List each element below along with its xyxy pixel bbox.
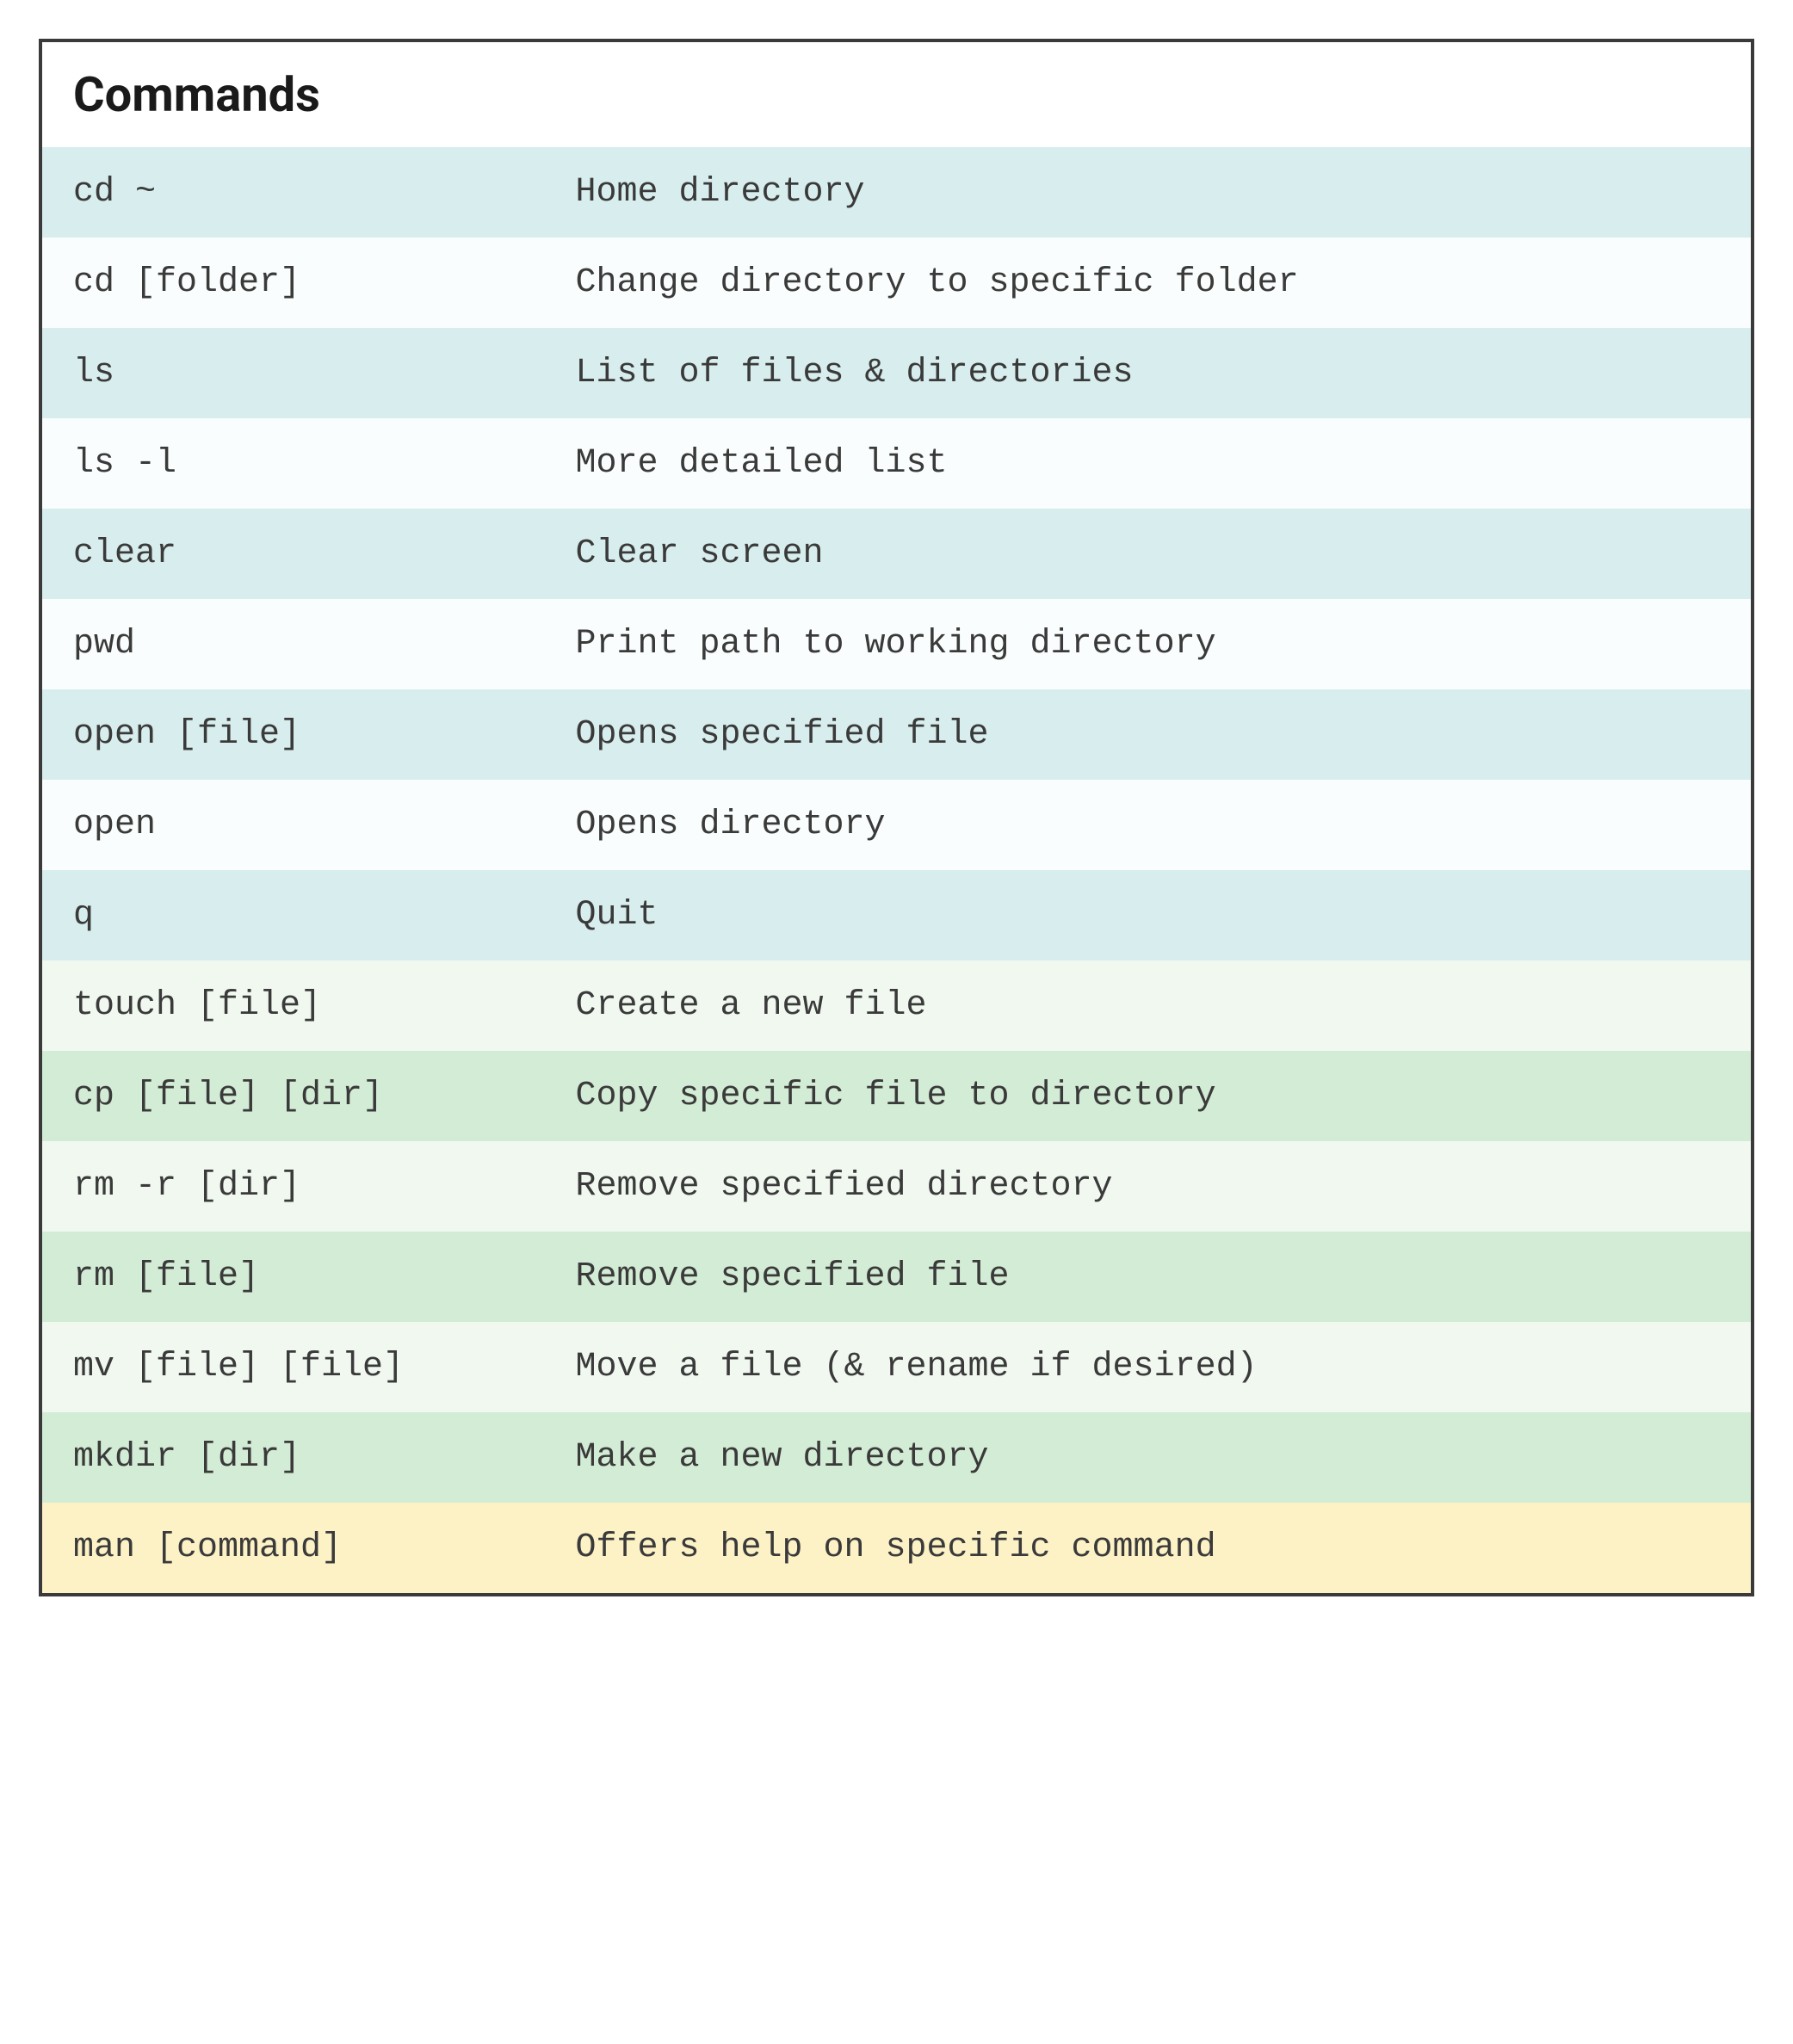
commands-table: Commands cd ~ Home directory cd [folder]… xyxy=(39,39,1754,1596)
description-cell: Remove specified directory xyxy=(575,1167,1720,1206)
command-cell: mv [file] [file] xyxy=(73,1348,575,1386)
table-row: pwd Print path to working directory xyxy=(42,599,1751,689)
description-cell: Create a new file xyxy=(575,986,1720,1025)
table-row: man [command] Offers help on specific co… xyxy=(42,1503,1751,1593)
command-cell: cd ~ xyxy=(73,173,575,212)
command-cell: open [file] xyxy=(73,715,575,754)
description-cell: Opens specified file xyxy=(575,715,1720,754)
table-row: touch [file] Create a new file xyxy=(42,960,1751,1051)
command-cell: ls xyxy=(73,354,575,392)
table-row: open Opens directory xyxy=(42,780,1751,870)
description-cell: Opens directory xyxy=(575,806,1720,844)
command-cell: touch [file] xyxy=(73,986,575,1025)
table-row: ls -l More detailed list xyxy=(42,418,1751,509)
description-cell: Change directory to specific folder xyxy=(575,263,1720,302)
table-row: q Quit xyxy=(42,870,1751,960)
description-cell: Quit xyxy=(575,896,1720,935)
description-cell: Print path to working directory xyxy=(575,625,1720,664)
description-cell: Move a file (& rename if desired) xyxy=(575,1348,1720,1386)
command-cell: rm -r [dir] xyxy=(73,1167,575,1206)
table-row: cd [folder] Change directory to specific… xyxy=(42,238,1751,328)
description-cell: List of files & directories xyxy=(575,354,1720,392)
command-cell: cd [folder] xyxy=(73,263,575,302)
table-row: rm -r [dir] Remove specified directory xyxy=(42,1141,1751,1232)
table-row: mkdir [dir] Make a new directory xyxy=(42,1412,1751,1503)
command-cell: q xyxy=(73,896,575,935)
description-cell: Clear screen xyxy=(575,534,1720,573)
description-cell: More detailed list xyxy=(575,444,1720,483)
command-cell: ls -l xyxy=(73,444,575,483)
table-header: Commands xyxy=(42,42,1751,147)
description-cell: Offers help on specific command xyxy=(575,1528,1720,1567)
description-cell: Make a new directory xyxy=(575,1438,1720,1477)
table-body: cd ~ Home directory cd [folder] Change d… xyxy=(42,147,1751,1593)
table-row: cp [file] [dir] Copy specific file to di… xyxy=(42,1051,1751,1141)
command-cell: mkdir [dir] xyxy=(73,1438,575,1477)
table-row: cd ~ Home directory xyxy=(42,147,1751,238)
table-row: ls List of files & directories xyxy=(42,328,1751,418)
command-cell: pwd xyxy=(73,625,575,664)
description-cell: Copy specific file to directory xyxy=(575,1077,1720,1115)
description-cell: Remove specified file xyxy=(575,1257,1720,1296)
table-row: clear Clear screen xyxy=(42,509,1751,599)
table-row: mv [file] [file] Move a file (& rename i… xyxy=(42,1322,1751,1412)
command-cell: open xyxy=(73,806,575,844)
table-row: rm [file] Remove specified file xyxy=(42,1232,1751,1322)
table-row: open [file] Opens specified file xyxy=(42,689,1751,780)
command-cell: cp [file] [dir] xyxy=(73,1077,575,1115)
command-cell: clear xyxy=(73,534,575,573)
command-cell: rm [file] xyxy=(73,1257,575,1296)
command-cell: man [command] xyxy=(73,1528,575,1567)
description-cell: Home directory xyxy=(575,173,1720,212)
